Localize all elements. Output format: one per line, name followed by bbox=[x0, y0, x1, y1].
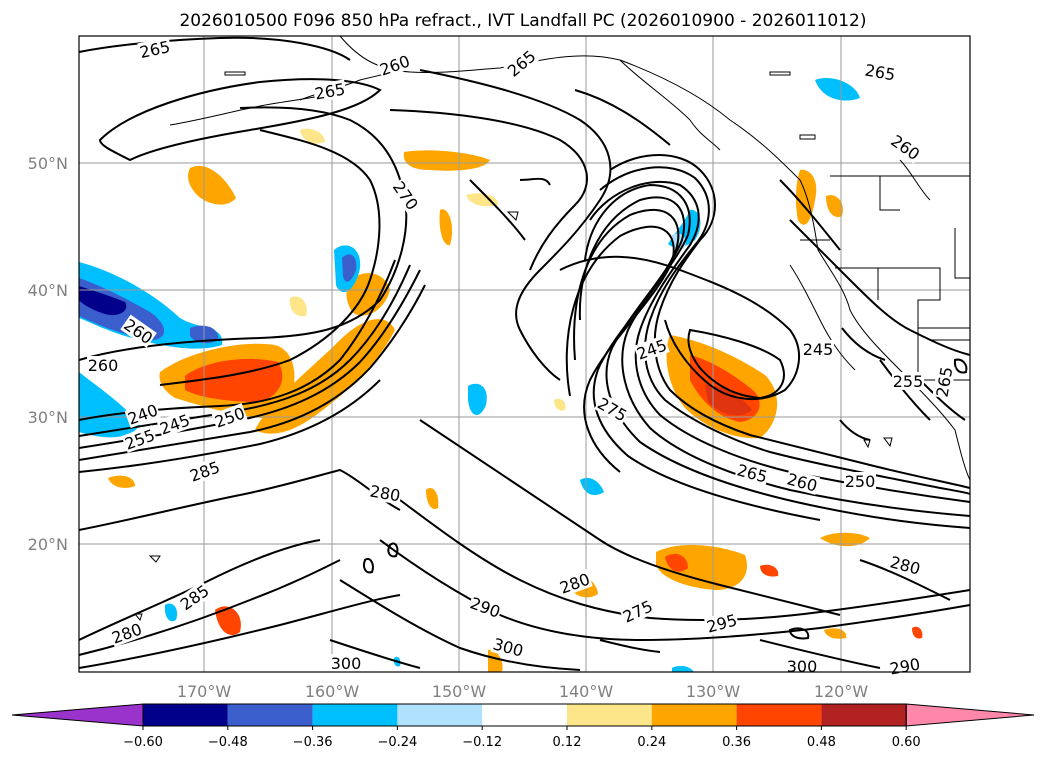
svg-text:255: 255 bbox=[893, 372, 924, 391]
colorbar-segment bbox=[482, 704, 567, 726]
contour-label: 300 bbox=[786, 657, 818, 676]
lat-tick: 20°N bbox=[28, 535, 68, 554]
contour-label: 300 bbox=[330, 654, 362, 673]
contour-label: 290 bbox=[887, 654, 923, 679]
contour-label: 265 bbox=[932, 364, 957, 400]
contour-label: 260 bbox=[87, 356, 119, 375]
colorbar-tick-label: 0.48 bbox=[807, 735, 836, 750]
contour-label: 265 bbox=[312, 79, 348, 104]
colorbar: −0.60 −0.48 −0.36 −0.24 −0.12 0.12 0.24 0.36 0.4… bbox=[11, 703, 1035, 750]
contour-label: 275 bbox=[619, 596, 656, 627]
colorbar-tick-label: 0.24 bbox=[637, 735, 666, 750]
colorbar-extend-high bbox=[905, 703, 1035, 727]
colorbar-segment bbox=[736, 704, 822, 726]
colorbar-tick-label: −0.24 bbox=[377, 735, 417, 750]
lat-tick: 30°N bbox=[28, 408, 68, 427]
colorbar-segment bbox=[143, 704, 228, 726]
svg-text:300: 300 bbox=[787, 657, 818, 676]
colorbar-tick-label: −0.12 bbox=[462, 735, 502, 750]
colorbar-tick-label: 0.60 bbox=[892, 735, 921, 750]
lat-axis: 50°N 40°N 30°N 20°N bbox=[28, 154, 68, 554]
svg-text:300: 300 bbox=[331, 654, 362, 673]
colorbar-segment bbox=[821, 704, 907, 726]
lon-tick: 140°W bbox=[559, 682, 614, 701]
colorbar-tick-label: −0.36 bbox=[293, 735, 333, 750]
lon-axis: 170°W 160°W 150°W 140°W 130°W 120°W bbox=[177, 682, 869, 701]
lon-tick: 160°W bbox=[305, 682, 360, 701]
refractivity-contours bbox=[78, 36, 971, 671]
lon-tick: 130°W bbox=[686, 682, 741, 701]
lon-tick: 150°W bbox=[432, 682, 487, 701]
colorbar-segment bbox=[397, 704, 483, 726]
colorbar-segment bbox=[567, 704, 652, 726]
contour-label: 250 bbox=[844, 472, 876, 491]
lon-tick: 170°W bbox=[177, 682, 232, 701]
svg-text:260: 260 bbox=[88, 356, 119, 375]
lat-tick: 40°N bbox=[28, 281, 68, 300]
colorbar-extend-low bbox=[11, 703, 144, 727]
svg-text:245: 245 bbox=[803, 340, 834, 359]
colorbar-segment bbox=[312, 704, 398, 726]
small-features bbox=[133, 71, 893, 622]
colorbar-tick-label: 0.36 bbox=[722, 735, 751, 750]
colorbar-segment bbox=[227, 704, 313, 726]
colorbar-tick-label: −0.60 bbox=[123, 735, 163, 750]
colorbar-tick-label: 0.12 bbox=[553, 735, 582, 750]
contour-label: 245 bbox=[802, 340, 834, 359]
colorbar-segment bbox=[651, 704, 737, 726]
map-title: 2026010500 F096 850 hPa refract., IVT La… bbox=[179, 11, 866, 31]
svg-text:290: 290 bbox=[888, 654, 921, 678]
colorbar-tick-label: −0.48 bbox=[208, 735, 248, 750]
svg-text:250: 250 bbox=[845, 472, 876, 491]
lon-tick: 120°W bbox=[814, 682, 869, 701]
map-border bbox=[78, 35, 971, 673]
lat-tick: 50°N bbox=[28, 154, 68, 173]
colorbar-outline bbox=[142, 703, 907, 727]
contour-label: 255 bbox=[892, 372, 924, 391]
